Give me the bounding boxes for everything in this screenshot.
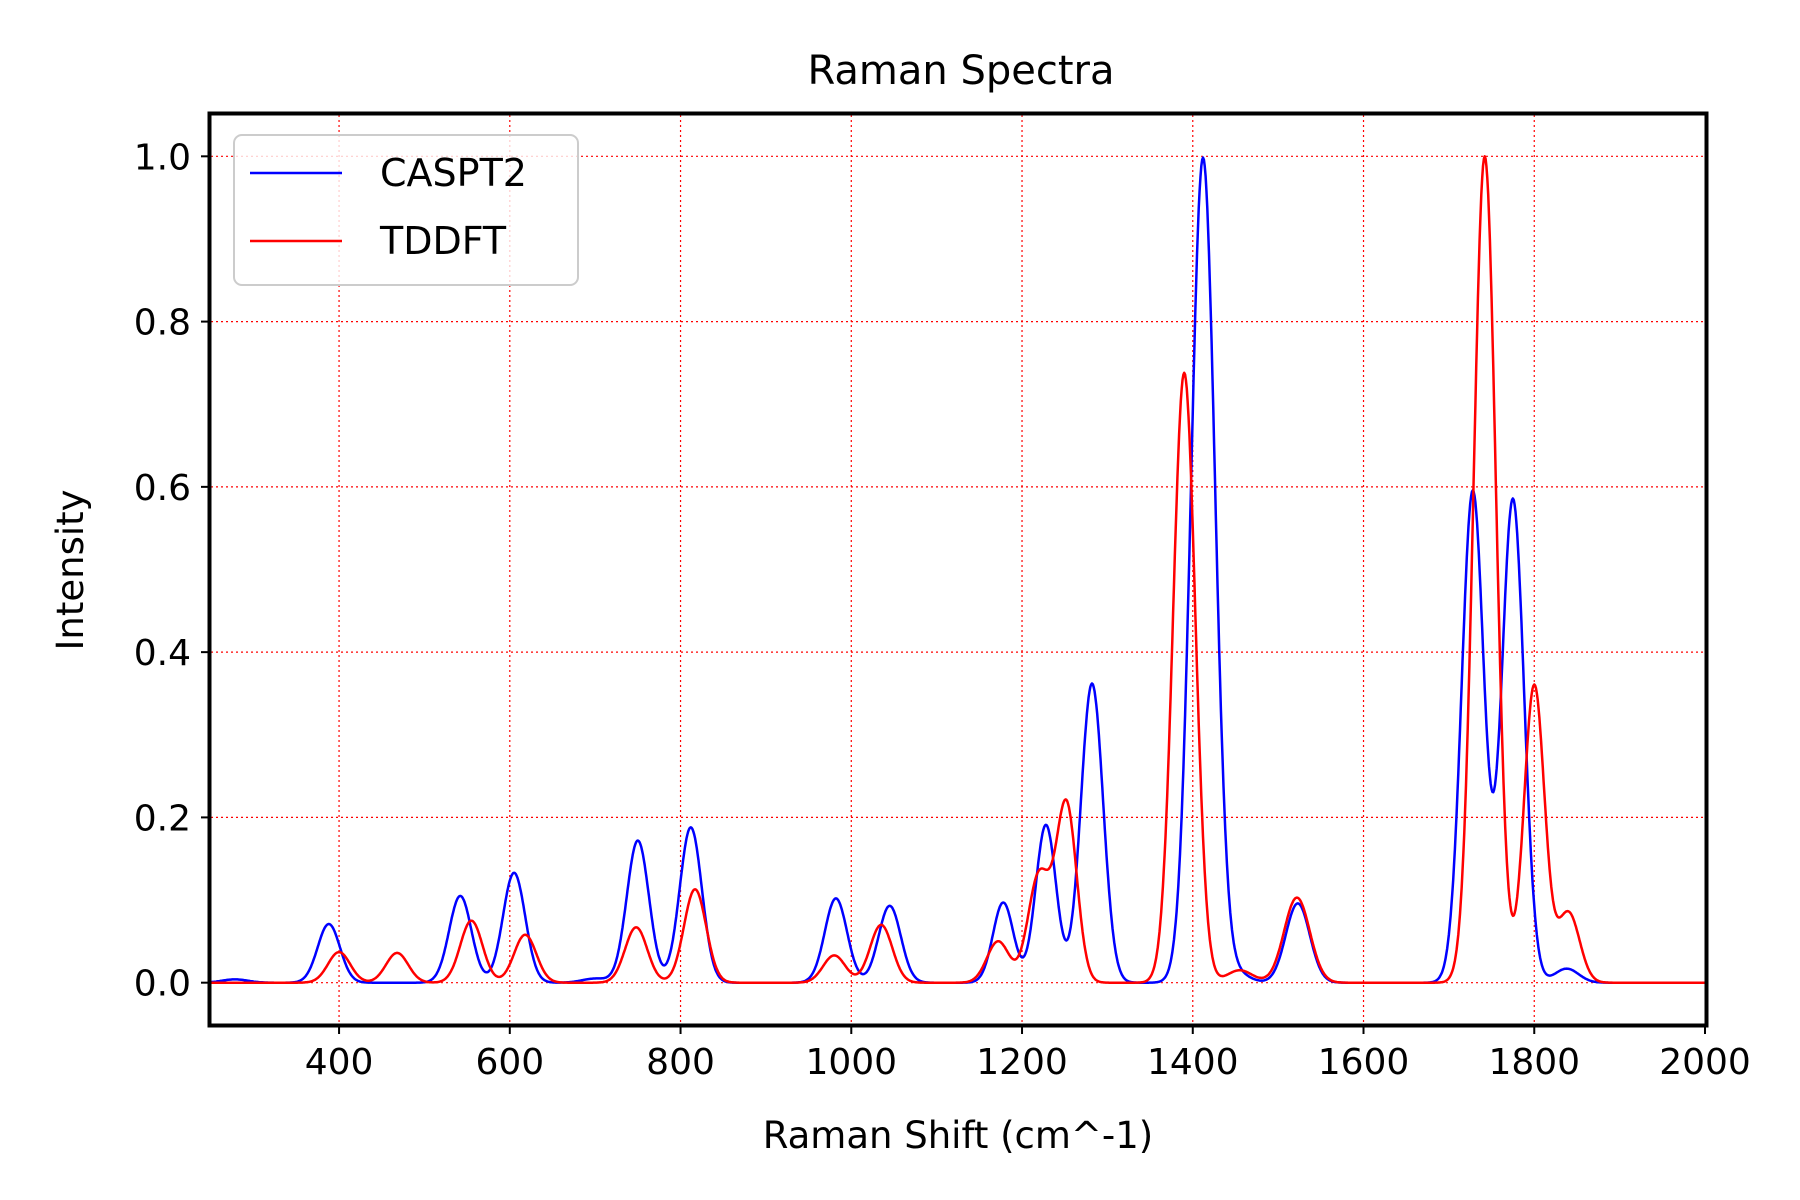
x-tick-label: 800 <box>646 1042 715 1083</box>
x-tick-label: 1000 <box>805 1042 897 1083</box>
x-tick-label: 1800 <box>1488 1042 1580 1083</box>
x-tick-label: 400 <box>305 1042 374 1083</box>
y-axis-label: Intensity <box>49 489 92 650</box>
legend-label-tddft: TDDFT <box>379 219 507 263</box>
x-axis-label: Raman Shift (cm^-1) <box>763 1114 1154 1157</box>
y-tick-label: 0.2 <box>134 798 191 839</box>
plot-lines <box>210 155 1706 984</box>
y-tick-label: 0.0 <box>134 964 191 1005</box>
x-tick-label: 1600 <box>1318 1042 1410 1083</box>
x-tick-label: 600 <box>475 1042 544 1083</box>
x-tick-label: 1200 <box>976 1042 1068 1083</box>
y-tick-label: 1.0 <box>134 137 191 178</box>
y-tick-label: 0.8 <box>134 303 191 344</box>
y-tick-label: 0.6 <box>134 468 191 509</box>
y-axis-ticks: 0.0 0.2 0.4 0.6 0.8 1.0 <box>134 137 211 1005</box>
y-tick-label: 0.4 <box>134 633 191 674</box>
legend: CASPT2 TDDFT <box>233 134 579 286</box>
series-line-tddft <box>210 155 1706 984</box>
plot-frame <box>207 111 1709 1028</box>
x-axis-ticks: 400 600 800 1000 1200 1400 1600 1800 2000 <box>305 1024 1751 1083</box>
chart-title: Raman Spectra <box>808 48 1115 94</box>
x-tick-label: 2000 <box>1659 1042 1751 1083</box>
legend-label-caspt2: CASPT2 <box>380 151 527 195</box>
x-tick-label: 1400 <box>1147 1042 1239 1083</box>
